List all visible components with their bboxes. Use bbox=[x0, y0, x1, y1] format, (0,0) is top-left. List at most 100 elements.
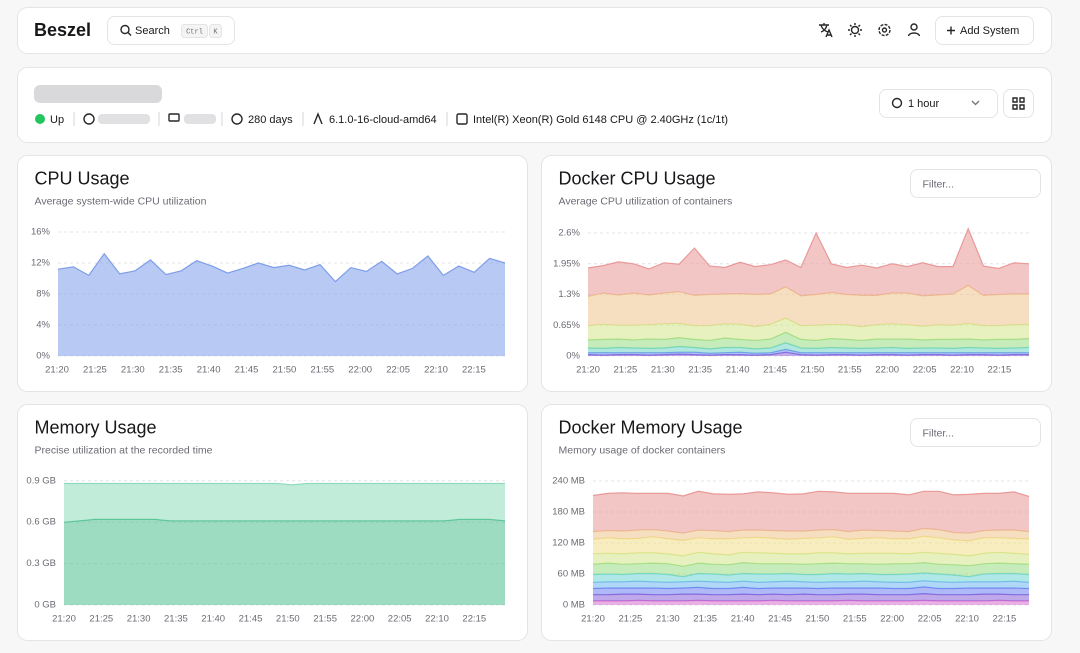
layout-button[interactable] bbox=[1003, 89, 1034, 118]
x-tick-label: 21:30 bbox=[121, 365, 145, 376]
area bbox=[64, 483, 505, 523]
y-tick-label: 1.95% bbox=[553, 258, 580, 269]
chart-subtitle: Precise utilization at the recorded time bbox=[35, 444, 213, 456]
area bbox=[64, 519, 505, 605]
area bbox=[588, 342, 1029, 354]
brand[interactable]: Beszel bbox=[34, 20, 91, 40]
add-system-button[interactable] bbox=[935, 16, 1034, 45]
chevron bbox=[971, 100, 980, 106]
area bbox=[588, 228, 1029, 297]
search-label: Search bbox=[135, 25, 170, 37]
x-tick-label: 22:10 bbox=[950, 365, 974, 376]
header-card bbox=[17, 7, 1052, 54]
x-tick-label: 22:05 bbox=[918, 614, 942, 625]
area bbox=[593, 536, 1029, 556]
x-tick-label: 21:45 bbox=[768, 614, 792, 625]
area bbox=[588, 318, 1029, 341]
range-select[interactable] bbox=[879, 89, 998, 118]
y-tick-label: 0 GB bbox=[34, 600, 56, 611]
x-tick-label: 21:45 bbox=[235, 365, 259, 376]
status-dot bbox=[35, 114, 45, 124]
monitor-icon bbox=[168, 113, 180, 122]
x-tick-label: 22:10 bbox=[955, 614, 979, 625]
chart-subtitle: Average system-wide CPU utilization bbox=[35, 195, 207, 207]
area bbox=[593, 573, 1029, 583]
x-tick-label: 21:40 bbox=[726, 365, 750, 376]
x-tick-label: 21:20 bbox=[576, 365, 600, 376]
grid-icon bbox=[1012, 97, 1025, 110]
search-icon bbox=[127, 32, 132, 36]
x-tick-label: 22:05 bbox=[386, 365, 410, 376]
area-line bbox=[587, 284, 1029, 297]
chart-title: Memory Usage bbox=[35, 417, 157, 437]
x-tick-label: 21:25 bbox=[83, 365, 107, 376]
blurred-name bbox=[34, 85, 162, 103]
y-tick-label: 0% bbox=[36, 351, 50, 362]
area bbox=[593, 562, 1029, 577]
x-tick-label: 21:45 bbox=[239, 614, 263, 625]
search-icon bbox=[120, 24, 130, 35]
x-tick-label: 21:50 bbox=[273, 365, 297, 376]
filter-input[interactable] bbox=[910, 169, 1041, 198]
x-tick-label: 22:00 bbox=[351, 614, 375, 625]
x-tick-label: 21:35 bbox=[688, 365, 712, 376]
x-tick-label: 21:45 bbox=[763, 365, 787, 376]
area bbox=[593, 600, 1029, 605]
chart-subtitle: Memory usage of docker containers bbox=[559, 444, 726, 456]
x-tick-label: 22:05 bbox=[913, 365, 937, 376]
cpu-model: Intel(R) Xeon(R) Gold 6148 CPU @ 2.40GHz… bbox=[473, 114, 728, 126]
y-tick-label: 4% bbox=[36, 320, 50, 331]
x-tick-label: 21:55 bbox=[843, 614, 867, 625]
x-tick-label: 22:00 bbox=[880, 614, 904, 625]
user-button[interactable] bbox=[907, 23, 921, 37]
y-tick-label: 0.6 GB bbox=[26, 517, 56, 528]
x-tick-label: 22:15 bbox=[993, 614, 1017, 625]
history-icon bbox=[891, 97, 903, 109]
filter-input[interactable] bbox=[910, 418, 1041, 447]
y-tick-label: 0.65% bbox=[553, 320, 580, 331]
x-tick-label: 21:30 bbox=[656, 614, 680, 625]
chart-title: CPU Usage bbox=[35, 168, 130, 188]
x-tick-label: 21:25 bbox=[89, 614, 113, 625]
area bbox=[58, 253, 505, 356]
plus-icon bbox=[947, 26, 955, 35]
x-tick-label: 21:50 bbox=[806, 614, 830, 625]
x-tick-label: 22:05 bbox=[388, 614, 412, 625]
blurred-host bbox=[184, 114, 216, 124]
kernel-icon bbox=[313, 112, 323, 125]
kbd bbox=[181, 24, 208, 38]
y-tick-label: 2.6% bbox=[558, 228, 580, 239]
x-tick-label: 21:20 bbox=[45, 365, 69, 376]
language-button[interactable] bbox=[819, 23, 833, 38]
x-tick-label: 21:50 bbox=[801, 365, 825, 376]
theme-button[interactable] bbox=[848, 23, 862, 37]
y-tick-label: 180 MB bbox=[552, 507, 585, 518]
x-tick-label: 21:25 bbox=[614, 365, 638, 376]
uptime: 280 days bbox=[248, 114, 293, 126]
x-tick-label: 21:50 bbox=[276, 614, 300, 625]
x-tick-label: 21:40 bbox=[197, 365, 221, 376]
add-system-label: Add System bbox=[960, 25, 1019, 37]
x-tick-label: 21:55 bbox=[310, 365, 334, 376]
y-tick-label: 60 MB bbox=[558, 569, 585, 580]
area bbox=[593, 528, 1029, 541]
area bbox=[588, 332, 1029, 349]
x-tick-label: 22:10 bbox=[424, 365, 448, 376]
area-line bbox=[64, 482, 505, 486]
x-tick-label: 21:40 bbox=[201, 614, 225, 625]
globe-icon bbox=[83, 113, 95, 125]
area bbox=[593, 593, 1029, 601]
y-tick-label: 0.3 GB bbox=[26, 558, 56, 569]
area bbox=[588, 349, 1029, 356]
x-tick-label: 22:15 bbox=[988, 365, 1012, 376]
y-tick-label: 8% bbox=[36, 289, 50, 300]
status: Up bbox=[50, 114, 64, 126]
settings-button[interactable] bbox=[878, 23, 891, 37]
y-tick-label: 0 MB bbox=[563, 600, 585, 611]
area bbox=[593, 491, 1029, 534]
area-line bbox=[57, 252, 506, 283]
area-line bbox=[592, 490, 1030, 498]
y-tick-label: 12% bbox=[31, 258, 51, 269]
x-tick-label: 22:15 bbox=[462, 365, 486, 376]
area-line bbox=[587, 227, 1030, 270]
